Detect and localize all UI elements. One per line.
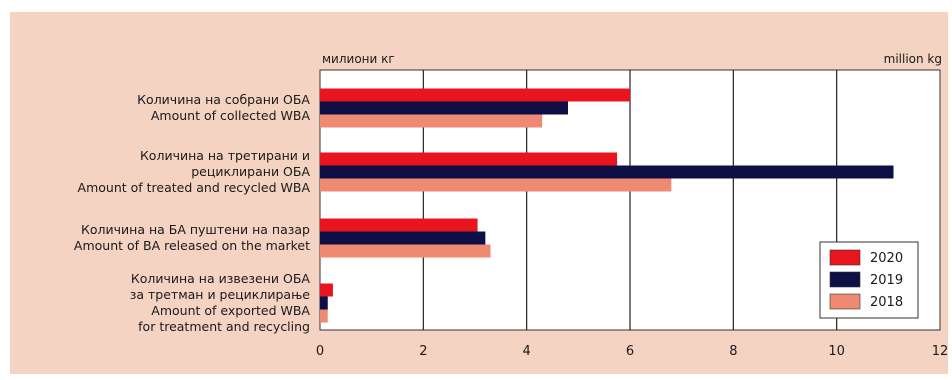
legend-label-2020: 2020 [870,251,903,266]
legend-swatch-2019 [829,271,861,288]
bar-2019-cat-1 [320,101,568,115]
category-label-line: Amount of BA released on the market [73,238,310,253]
category-label-1: Количина на собрани ОБА Amount of collect… [137,92,310,124]
bar-2019-cat-4 [320,296,328,310]
legend-swatch-2018 [829,293,861,310]
legend-swatch-2020 [829,249,861,266]
category-label-line: Amount of collected WBA [150,108,310,123]
bar-2020-cat-3 [320,218,478,232]
x-tick-label: 6 [626,344,634,359]
category-label-line: за третман и рециклирање [129,287,310,302]
category-label-line: Количина на собрани ОБА [137,92,310,107]
category-label-4: Количина на извезени ОБА за третман и рец… [130,271,310,335]
bar-2018-cat-1 [320,114,543,128]
category-label-line: Amount of exported WBA [151,303,310,318]
x-tick-label: 12 [932,344,949,359]
x-tick-label: 8 [729,344,737,359]
bar-2018-cat-2 [320,178,672,192]
unit-label-en: million kg [883,52,942,66]
category-label-line: Количина на БА пуштени на пазар [81,222,310,237]
category-label-line: Количина на третирани и [139,148,310,163]
category-label-line: рециклирани ОБА [191,164,310,179]
unit-label-mk: милиони кг [322,52,395,66]
bar-2020-cat-4 [320,283,333,297]
bar-2019-cat-3 [320,231,486,245]
bar-2019-cat-2 [320,165,894,179]
bar-2020-cat-2 [320,152,618,166]
x-tick-label: 4 [523,344,531,359]
category-label-2: Количина на третирани и рециклирани ОБА Am… [78,148,310,196]
x-tick-label: 0 [316,344,324,359]
bar-2018-cat-4 [320,309,328,323]
category-label-line: for treatment and recycling [138,319,310,334]
bar-2020-cat-1 [320,88,630,102]
bar-2018-cat-3 [320,244,491,258]
x-tick-label: 2 [419,344,427,359]
x-tick-label: 10 [828,344,845,359]
category-label-line: Количина на извезени ОБА [130,271,310,286]
legend-label-2019: 2019 [870,273,903,288]
category-label-line: Amount of treated and recycled WBA [77,180,310,195]
legend-label-2018: 2018 [870,295,903,310]
category-label-3: Количина на БА пуштени на пазар Amount of… [74,222,310,254]
